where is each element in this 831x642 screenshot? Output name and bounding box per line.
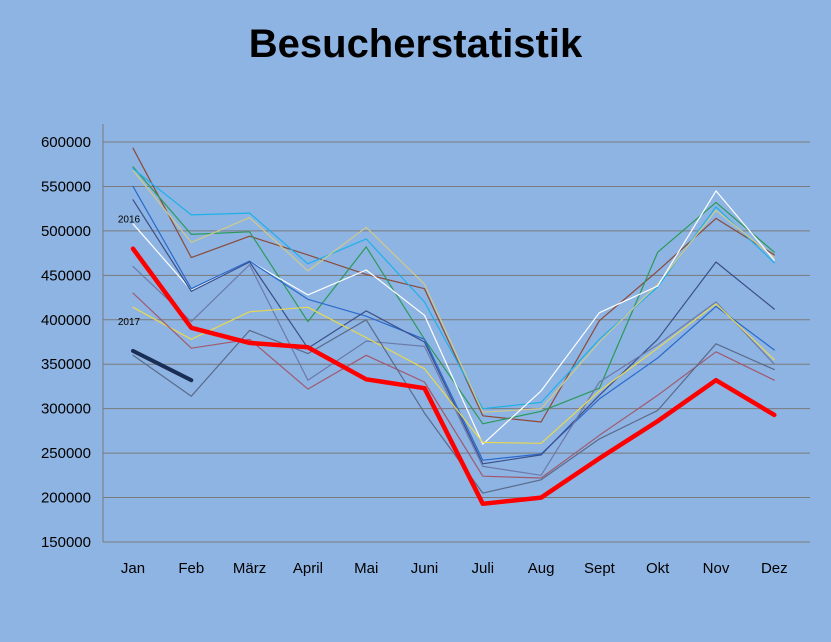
x-tick-label-3: April: [293, 560, 323, 577]
x-tick-label-11: Dez: [761, 560, 788, 577]
y-tick-label-3: 300000: [41, 401, 91, 418]
series-label-11: 2016: [118, 215, 141, 226]
x-tick-label-8: Sept: [584, 560, 616, 577]
series-line-2: [132, 168, 775, 410]
x-tick-label-4: Mai: [354, 560, 378, 577]
y-tick-label-1: 200000: [41, 490, 91, 507]
series-line-11: [130, 246, 777, 507]
y-tick-label-9: 600000: [41, 134, 91, 151]
y-tick-label-7: 500000: [41, 223, 91, 240]
series-line-6: [132, 199, 775, 465]
series-line-3: [132, 169, 775, 413]
x-tick-label-0: Jan: [121, 560, 145, 577]
y-tick-label-2: 250000: [41, 445, 91, 462]
x-tick-label-9: Okt: [646, 560, 670, 577]
y-tick-label-0: 150000: [41, 534, 91, 551]
x-tick-label-6: Juli: [472, 560, 495, 577]
series-line-8: [132, 303, 775, 444]
x-tick-label-5: Juni: [411, 560, 439, 577]
series-line-5: [132, 185, 775, 461]
x-tick-label-1: Feb: [178, 560, 204, 577]
x-tick-label-7: Aug: [528, 560, 555, 577]
series-line-0: [132, 147, 775, 423]
y-tick-label-6: 450000: [41, 267, 91, 284]
series-line-12: [131, 348, 194, 383]
x-tick-label-2: März: [233, 560, 266, 577]
chart-title: Besucherstatistik: [248, 22, 583, 66]
y-tick-label-5: 400000: [41, 312, 91, 329]
x-tick-label-10: Nov: [703, 560, 730, 577]
series-label-12: 2017: [118, 317, 141, 328]
series-line-1: [132, 166, 775, 425]
y-tick-label-4: 350000: [41, 356, 91, 373]
y-tick-label-8: 550000: [41, 178, 91, 195]
